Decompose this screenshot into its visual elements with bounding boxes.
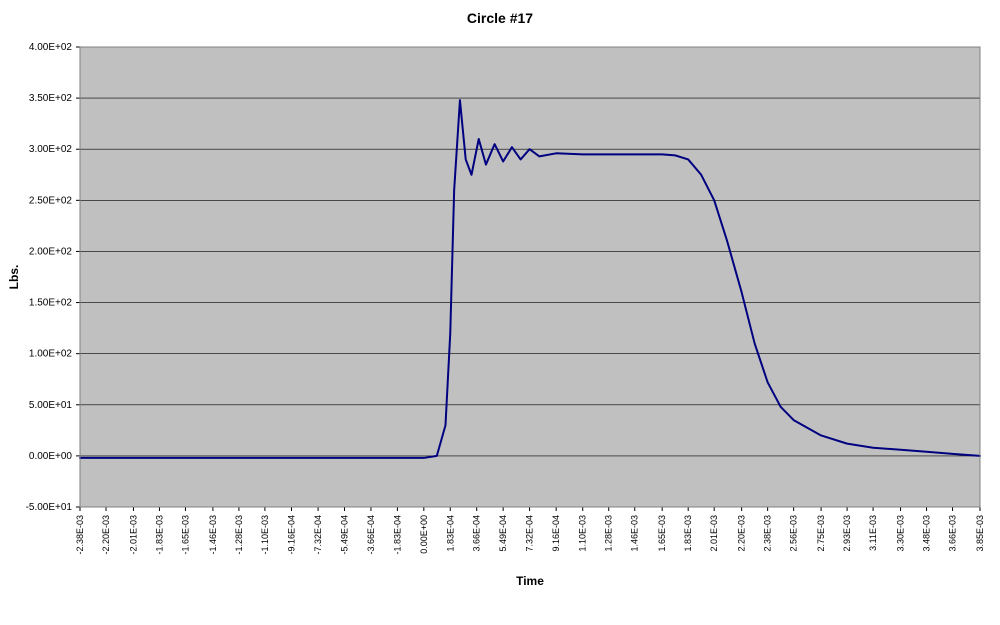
x-tick-label: -2.38E-03	[75, 515, 85, 555]
x-tick-label: 2.56E-03	[789, 515, 799, 552]
y-tick-label: 0.00E+00	[29, 451, 73, 462]
x-tick-label: -1.46E-03	[208, 515, 218, 555]
x-tick-label: 9.16E-04	[551, 515, 561, 552]
x-tick-label: 0.00E+00	[419, 515, 429, 554]
x-tick-label: -1.65E-03	[180, 515, 190, 555]
y-tick-label: 5.00E+01	[29, 400, 73, 411]
x-tick-label: 1.83E-04	[445, 515, 455, 552]
x-tick-label: 2.38E-03	[763, 515, 773, 552]
x-tick-label: 3.85E-03	[975, 515, 985, 552]
plot-background	[80, 47, 980, 507]
y-tick-label: 4.00E+02	[29, 42, 73, 53]
x-tick-label: 5.49E-04	[498, 515, 508, 552]
y-axis-label: Lbs.	[7, 265, 21, 290]
x-tick-label: 3.30E-03	[896, 515, 906, 552]
y-tick-label: 2.50E+02	[29, 195, 73, 206]
x-tick-label: 1.10E-03	[578, 515, 588, 552]
x-tick-label: -2.20E-03	[101, 515, 111, 555]
y-tick-label: 1.00E+02	[29, 349, 73, 360]
x-tick-label: -1.28E-03	[234, 515, 244, 555]
y-tick-label: 3.00E+02	[29, 144, 73, 155]
x-tick-label: 2.93E-03	[842, 515, 852, 552]
chart-area: -5.00E+01 0.00E+00 5.00E+01 1.00E+02 1.50E+0…	[0, 32, 1000, 612]
x-tick-label: 1.46E-03	[630, 515, 640, 552]
chart-svg: -5.00E+01 0.00E+00 5.00E+01 1.00E+02 1.50E+0…	[0, 32, 1000, 612]
x-tick-label: 3.66E-03	[948, 515, 958, 552]
y-tick-label: 1.50E+02	[29, 298, 73, 309]
x-tick-label: 7.32E-04	[525, 515, 535, 552]
chart-title: Circle #17	[0, 10, 1000, 26]
x-tick-label: 1.28E-03	[604, 515, 614, 552]
x-tick-label: -3.66E-04	[366, 515, 376, 555]
x-tick-label: 3.48E-03	[922, 515, 932, 552]
x-tick-label: -1.83E-04	[392, 515, 402, 555]
x-tick-label: -9.16E-04	[286, 515, 296, 555]
x-tick-label: 3.11E-03	[868, 515, 878, 551]
x-tick-label: 2.75E-03	[816, 515, 826, 552]
x-tick-label: -5.49E-04	[340, 515, 350, 555]
y-tick-label: 2.00E+02	[29, 246, 73, 257]
x-tick-label: -1.10E-03	[260, 515, 270, 555]
x-tick-label: 1.65E-03	[657, 515, 667, 552]
y-tick-label: 3.50E+02	[29, 93, 73, 104]
x-tick-label: 3.66E-04	[472, 515, 482, 552]
x-tick-label: -1.83E-03	[154, 515, 164, 555]
y-tick-label: -5.00E+01	[26, 502, 73, 513]
x-tick-label: -2.01E-03	[128, 515, 138, 555]
x-tick-label: 2.20E-03	[737, 515, 747, 552]
x-tick-label: -7.32E-04	[313, 515, 323, 555]
x-tick-label: 2.01E-03	[709, 515, 719, 552]
x-axis-label: Time	[516, 574, 544, 588]
x-tick-label: 1.83E-03	[683, 515, 693, 552]
